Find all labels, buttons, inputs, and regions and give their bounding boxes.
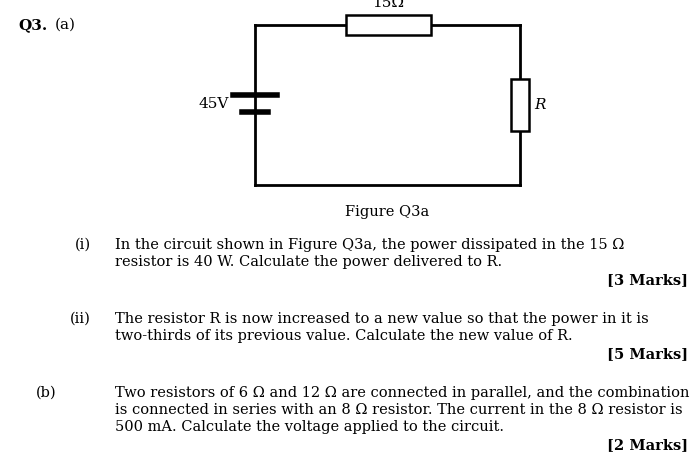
Text: Q3.: Q3.: [18, 18, 48, 32]
Text: In the circuit shown in Figure Q3a, the power dissipated in the 15 Ω: In the circuit shown in Figure Q3a, the …: [115, 238, 624, 252]
Text: Two resistors of 6 Ω and 12 Ω are connected in parallel, and the combination: Two resistors of 6 Ω and 12 Ω are connec…: [115, 386, 690, 400]
Text: (i): (i): [75, 238, 91, 252]
Text: [3 Marks]: [3 Marks]: [607, 273, 688, 287]
Bar: [346, 15, 430, 35]
Bar: [511, 79, 529, 131]
Text: (a): (a): [55, 18, 76, 32]
Text: R: R: [534, 98, 545, 112]
Text: (b): (b): [36, 386, 57, 400]
Text: two-thirds of its previous value. Calculate the new value of R.: two-thirds of its previous value. Calcul…: [115, 329, 573, 343]
Text: 15Ω: 15Ω: [372, 0, 404, 10]
Text: resistor is 40 W. Calculate the power delivered to R.: resistor is 40 W. Calculate the power de…: [115, 255, 502, 269]
Text: Figure Q3a: Figure Q3a: [345, 205, 430, 219]
Text: The resistor R is now increased to a new value so that the power in it is: The resistor R is now increased to a new…: [115, 312, 649, 326]
Text: 45V: 45V: [199, 97, 229, 111]
Text: [5 Marks]: [5 Marks]: [607, 347, 688, 361]
Text: (ii): (ii): [70, 312, 91, 326]
Text: [2 Marks]: [2 Marks]: [607, 438, 688, 452]
Text: is connected in series with an 8 Ω resistor. The current in the 8 Ω resistor is: is connected in series with an 8 Ω resis…: [115, 403, 682, 417]
Text: 500 mA. Calculate the voltage applied to the circuit.: 500 mA. Calculate the voltage applied to…: [115, 420, 504, 434]
